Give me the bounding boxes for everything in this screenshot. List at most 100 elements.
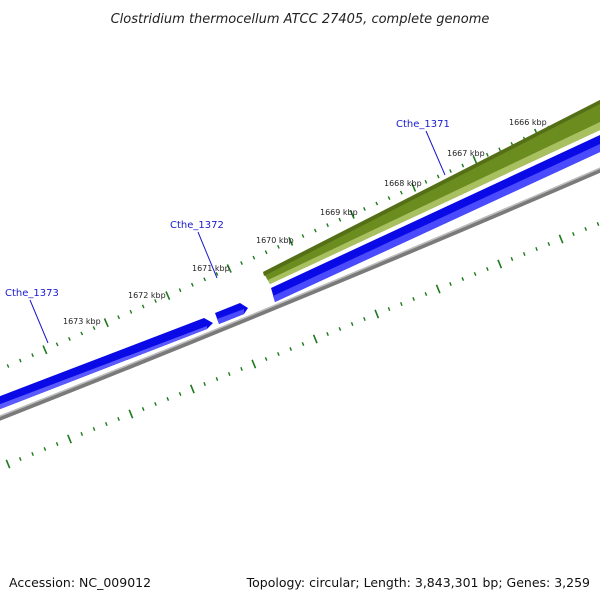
ring-tick — [42, 345, 48, 355]
ring-tick — [461, 277, 465, 281]
ring-tick — [349, 209, 355, 219]
ring-tick — [472, 155, 478, 165]
gene-label-cthe-1371[interactable]: Cthe_1371 — [396, 119, 450, 176]
ring-tick — [497, 259, 503, 269]
ring-tick — [399, 190, 403, 195]
ring-tick — [312, 334, 318, 344]
ring-tick — [178, 392, 182, 396]
ring-tick — [498, 147, 502, 152]
ring-tick — [375, 201, 379, 206]
ring-tick — [166, 397, 170, 401]
ring-tick — [277, 244, 280, 249]
gene-cds-cthe-1373[interactable] — [0, 318, 213, 411]
ring-tick — [547, 242, 551, 246]
outer-tick-ring — [6, 101, 600, 368]
ring-tick — [301, 234, 305, 238]
ring-tick — [141, 304, 145, 309]
ring-tick — [374, 309, 380, 319]
tick-label: 1669 kbp — [320, 208, 358, 217]
ring-tick — [485, 152, 489, 157]
ring-tick — [424, 179, 428, 184]
ring-tick — [584, 227, 588, 231]
ring-tick — [264, 357, 268, 361]
ring-tick — [55, 442, 59, 446]
ring-tick — [338, 217, 342, 222]
ring-tick — [117, 315, 121, 320]
ring-tick — [215, 272, 219, 276]
ring-tick — [128, 409, 134, 419]
ring-tick — [189, 384, 195, 394]
ring-tick — [80, 432, 84, 436]
ring-tick — [535, 247, 538, 251]
map-title: Clostridium thermocellum ATCC 27405, com… — [111, 12, 490, 27]
ring-tick — [449, 169, 452, 173]
ring-tick — [449, 282, 452, 286]
ring-tick — [31, 452, 34, 456]
ring-tick — [313, 228, 317, 233]
ring-tick — [411, 182, 417, 192]
ring-tick — [178, 288, 182, 293]
ring-tick — [80, 331, 84, 336]
tick-labels: 1666 kbp 1667 kbp 1668 kbp 1669 kbp 1670… — [63, 118, 547, 326]
ring-tick — [522, 252, 526, 256]
ring-tick — [596, 222, 600, 226]
ring-tick — [289, 347, 293, 351]
ring-tick — [43, 447, 47, 451]
ring-tick — [5, 459, 11, 469]
ring-tick — [68, 337, 71, 341]
svg-text:Cthe_1371: Cthe_1371 — [396, 119, 450, 130]
feature-olive-band — [263, 100, 600, 284]
ring-tick — [486, 267, 489, 271]
tick-label: 1670 kbp — [256, 236, 294, 245]
ring-tick — [18, 358, 22, 363]
ring-tick — [326, 332, 329, 336]
tick-label: 1668 kbp — [384, 179, 422, 188]
svg-text:Cthe_1372: Cthe_1372 — [170, 220, 224, 231]
ring-tick — [240, 367, 243, 371]
ring-tick — [117, 417, 120, 421]
ring-tick — [558, 234, 564, 244]
ring-tick — [510, 257, 514, 261]
ring-tick — [55, 342, 59, 347]
ring-tick — [18, 457, 22, 461]
ring-tick — [400, 302, 403, 306]
ring-tick — [387, 307, 391, 311]
ring-tick — [6, 364, 10, 368]
ring-tick — [129, 309, 133, 314]
tick-label: 1673 kbp — [63, 317, 101, 326]
inner-tick-ring — [5, 222, 600, 469]
gene-cds-cthe-1371[interactable] — [271, 135, 600, 302]
ring-tick — [436, 174, 440, 179]
ring-tick — [301, 342, 305, 346]
ring-tick — [203, 277, 207, 282]
ring-tick — [363, 317, 366, 321]
genome-backbone — [0, 167, 600, 421]
ring-tick — [350, 322, 354, 326]
genome-backbone-highlight — [0, 167, 600, 417]
ring-tick — [227, 372, 231, 376]
ring-tick — [67, 434, 72, 444]
ring-tick — [363, 207, 366, 211]
gene-label-cthe-1373[interactable]: Cthe_1373 — [5, 288, 59, 344]
ring-tick — [190, 282, 194, 287]
tick-label: 1666 kbp — [509, 118, 547, 127]
gene-label-cthe-1372[interactable]: Cthe_1372 — [170, 220, 224, 279]
tick-label: 1671 kbp — [192, 264, 230, 273]
ring-tick — [435, 284, 441, 294]
ring-tick — [288, 236, 294, 246]
gene-cds-cthe-1372[interactable] — [215, 303, 248, 324]
ring-tick — [92, 427, 96, 431]
ring-tick — [141, 407, 145, 411]
tick-label: 1672 kbp — [128, 291, 166, 300]
ring-tick — [461, 163, 465, 168]
svg-text:Cthe_1373: Cthe_1373 — [5, 288, 59, 299]
ring-tick — [338, 327, 342, 331]
ring-tick — [424, 292, 428, 296]
tick-label: 1667 kbp — [447, 149, 485, 158]
ring-tick — [251, 359, 257, 369]
ring-tick — [92, 326, 96, 330]
ring-tick — [103, 318, 109, 328]
ring-tick — [154, 402, 157, 406]
ring-tick — [252, 255, 256, 260]
